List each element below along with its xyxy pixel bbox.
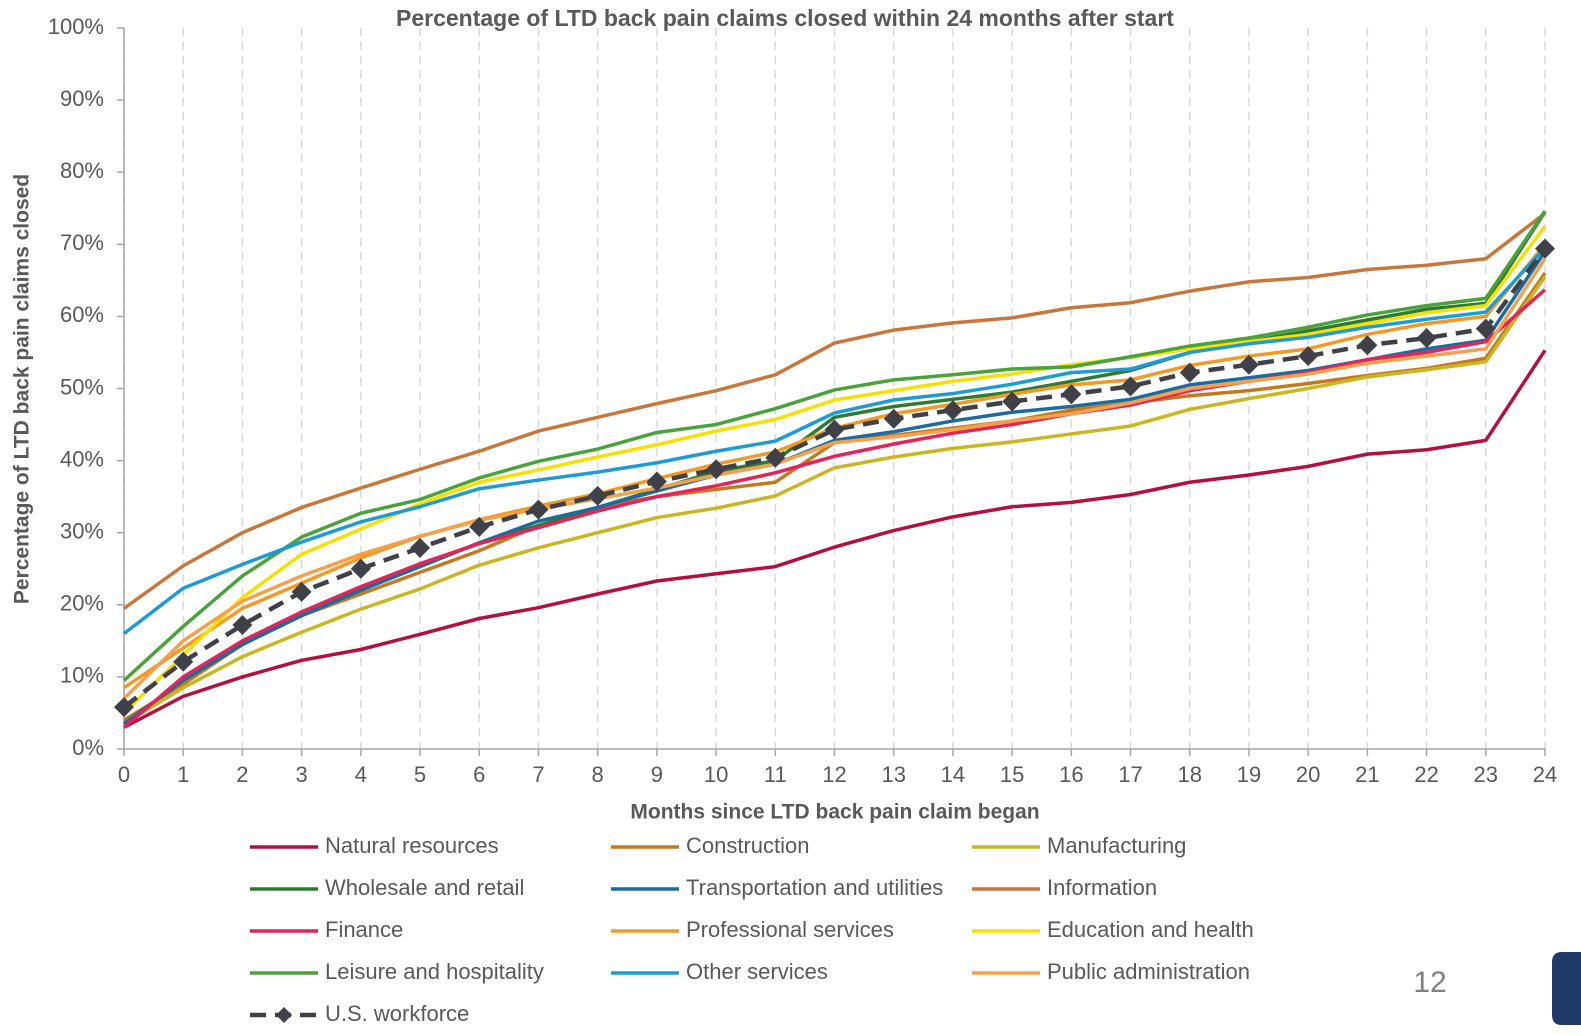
x-tick-label: 9: [651, 762, 663, 787]
series-marker: [350, 558, 371, 579]
legend-label: Public administration: [1047, 959, 1250, 984]
legend-label: Construction: [686, 833, 810, 858]
page-number: 12: [1413, 966, 1446, 999]
y-tick-label: 20%: [60, 591, 104, 616]
legend-label: Professional services: [686, 917, 894, 942]
legend-label: Information: [1047, 875, 1157, 900]
series-marker: [1535, 238, 1555, 259]
x-tick-label: 7: [532, 762, 544, 787]
y-tick-label: 100%: [48, 14, 104, 39]
x-tick-label: 11: [764, 762, 787, 787]
legend-label: U.S. workforce: [325, 1001, 469, 1026]
series-line: [123, 349, 1547, 729]
series-marker: [469, 516, 490, 537]
series-line: [122, 211, 1547, 610]
series-marker: [1475, 318, 1496, 339]
y-tick-label: 10%: [60, 663, 104, 688]
series-line: [122, 210, 1547, 682]
legend-label: Manufacturing: [1047, 833, 1186, 858]
y-tick-label: 70%: [60, 230, 104, 255]
series-marker: [587, 485, 608, 506]
series-marker: [410, 537, 431, 558]
y-tick-label: 90%: [60, 86, 104, 111]
series-marker: [942, 400, 963, 421]
nav-tab: [1552, 952, 1581, 1025]
series-marker: [706, 459, 727, 480]
series-line: [123, 275, 1547, 726]
x-tick-label: 24: [1533, 762, 1557, 787]
series-marker: [1179, 362, 1200, 383]
x-tick-label: 0: [118, 762, 130, 787]
series-marker: [173, 651, 194, 672]
x-tick-label: 2: [236, 762, 248, 787]
x-tick-label: 10: [704, 762, 728, 787]
x-tick-label: 16: [1059, 762, 1083, 787]
legend-label: Other services: [686, 959, 828, 984]
x-tick-label: 18: [1178, 762, 1202, 787]
y-tick-label: 30%: [60, 519, 104, 544]
chart-title: Percentage of LTD back pain claims close…: [396, 5, 1174, 31]
x-axis-title: Months since LTD back pain claim began: [630, 801, 1039, 824]
series-marker: [1357, 335, 1378, 356]
legend-label: Finance: [325, 917, 403, 942]
legend-label: Natural resources: [325, 833, 499, 858]
x-tick-label: 1: [177, 762, 189, 787]
x-tick-label: 15: [1000, 762, 1024, 787]
series-line: [122, 257, 1547, 700]
y-tick-label: 50%: [60, 374, 104, 399]
series-marker: [291, 581, 312, 602]
series-line: [122, 250, 1547, 726]
y-tick-label: 80%: [60, 158, 104, 183]
series-marker: [883, 408, 904, 429]
series-marker: [1416, 328, 1437, 349]
x-tick-label: 23: [1474, 762, 1498, 787]
series-marker: [114, 697, 134, 718]
legend-label: Education and health: [1047, 917, 1254, 942]
legend-marker: [276, 1007, 292, 1023]
legend-label: Leisure and hospitality: [325, 959, 544, 984]
series-marker: [232, 614, 253, 635]
series-marker: [1002, 391, 1023, 412]
x-tick-label: 4: [355, 762, 367, 787]
x-tick-label: 6: [473, 762, 485, 787]
y-tick-label: 40%: [60, 446, 104, 471]
series-marker: [646, 471, 667, 492]
y-tick-label: 0%: [72, 735, 104, 760]
x-tick-label: 13: [881, 762, 905, 787]
x-tick-label: 17: [1118, 762, 1142, 787]
x-tick-label: 22: [1414, 762, 1438, 787]
x-tick-label: 19: [1237, 762, 1261, 787]
series-marker: [1120, 376, 1141, 397]
series-line: [122, 246, 1547, 636]
series-marker: [1298, 346, 1319, 367]
series-marker: [1061, 384, 1082, 405]
series-marker: [824, 419, 845, 440]
x-tick-label: 3: [296, 762, 308, 787]
series-line: [122, 225, 1547, 715]
series-marker: [765, 447, 786, 468]
x-tick-label: 12: [822, 762, 846, 787]
legend-label: Wholesale and retail: [325, 875, 524, 900]
x-tick-label: 21: [1355, 762, 1379, 787]
y-axis-title: Percentage of LTD back pain claims close…: [11, 174, 34, 604]
series-marker: [528, 499, 549, 520]
x-tick-label: 14: [941, 762, 965, 787]
x-tick-label: 20: [1296, 762, 1320, 787]
series-marker: [1238, 354, 1259, 375]
y-tick-label: 60%: [60, 302, 104, 327]
legend-label: Transportation and utilities: [686, 875, 943, 900]
x-tick-label: 8: [592, 762, 604, 787]
x-tick-label: 5: [414, 762, 426, 787]
